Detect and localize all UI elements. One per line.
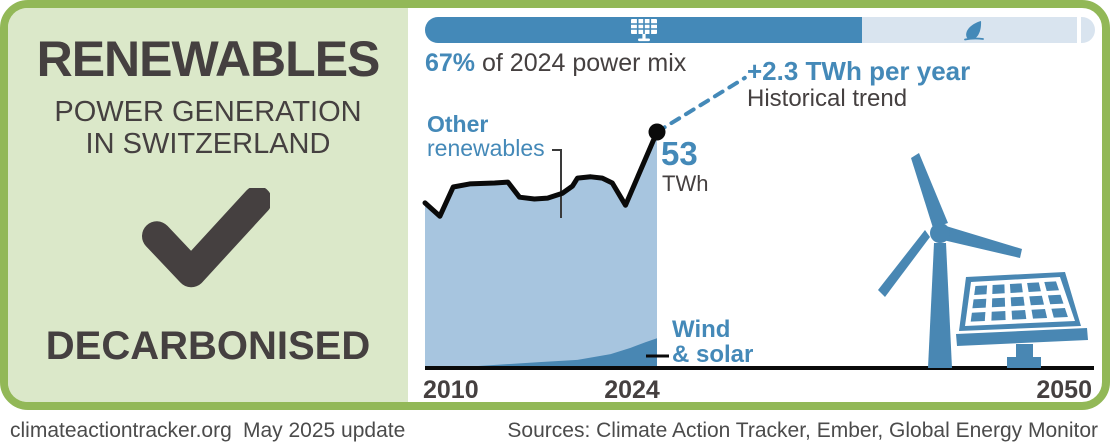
peak-unit: TWh (662, 171, 709, 196)
footer-sources: Sources: Climate Action Tracker, Ember, … (507, 419, 1098, 442)
footer-update-date: May 2025 update (243, 419, 406, 442)
other-renewables-line2: renewables (427, 135, 545, 162)
wind-solar-label: Wind & solar (672, 317, 753, 367)
leaf-icon (964, 21, 984, 41)
x-tick-2024: 2024 (604, 376, 660, 404)
wind-solar-line2: & solar (672, 341, 754, 369)
power-mix-progressbar-track (425, 17, 1077, 43)
power-mix-progressbar-fill (425, 17, 862, 43)
trend-value-label: +2.3 TWh per year (747, 56, 971, 86)
subtitle-line1: POWER GENERATION (54, 96, 362, 128)
peak-value: 53 (661, 135, 698, 172)
checkmark-icon (142, 185, 272, 290)
wind-solar-line1: Wind (672, 316, 731, 343)
trend-caption: Historical trend (747, 85, 908, 112)
x-tick-2010: 2010 (423, 376, 479, 404)
verdict-label: DECARBONISED (45, 324, 371, 368)
left-panel (8, 8, 408, 402)
page-subtitle: POWER GENERATION IN SWITZERLAND (8, 96, 408, 161)
power-mix-caption-text: of 2024 power mix (475, 49, 687, 77)
page-title: RENEWABLES (36, 31, 381, 87)
subtitle-line2: IN SWITZERLAND (85, 128, 331, 161)
other-renewables-label: Other renewables (427, 112, 545, 160)
footer: climateactiontracker.org May 2025 update… (0, 417, 1110, 444)
x-tick-2050: 2050 (1036, 376, 1092, 404)
other-renewables-line1: Other (427, 111, 489, 137)
power-mix-progressbar-endcap (1081, 17, 1095, 43)
power-mix-caption: 67% of 2024 power mix (425, 49, 686, 78)
solar-panel-icon (630, 18, 657, 41)
footer-site-url: climateactiontracker.org (10, 419, 232, 442)
power-mix-value: 67% (425, 49, 476, 77)
